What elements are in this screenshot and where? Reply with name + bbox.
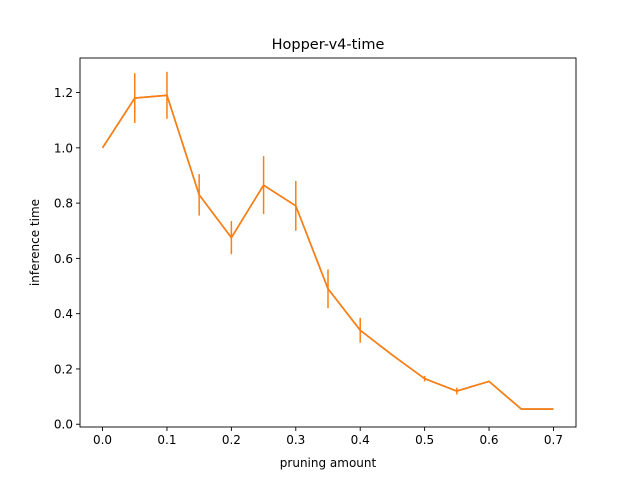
x-tick-label: 0.5 bbox=[415, 433, 434, 447]
x-tick-label: 0.4 bbox=[351, 433, 370, 447]
y-tick-label: 0.4 bbox=[54, 307, 73, 321]
axes-frame bbox=[79, 57, 577, 428]
y-tick-label: 1.2 bbox=[54, 86, 73, 100]
chart-title: Hopper-v4-time bbox=[272, 37, 385, 53]
y-tick-label: 1.0 bbox=[54, 141, 73, 155]
x-axis: 0.0 0.1 0.2 0.3 0.4 0.5 0.6 0.7 bbox=[93, 427, 563, 447]
x-tick-label: 0.7 bbox=[544, 433, 563, 447]
y-tick-label: 0.8 bbox=[54, 197, 73, 211]
y-axis-label: inference time bbox=[28, 199, 42, 286]
plot-area bbox=[101, 71, 554, 410]
x-tick-label: 0.2 bbox=[222, 433, 241, 447]
y-axis: 0.0 0.2 0.4 0.6 0.8 1.0 1.2 bbox=[54, 86, 80, 432]
x-tick-label: 0.0 bbox=[93, 433, 112, 447]
x-tick-label: 0.1 bbox=[157, 433, 176, 447]
x-tick-label: 0.6 bbox=[479, 433, 498, 447]
y-tick-label: 0.0 bbox=[54, 418, 73, 432]
x-axis-label: pruning amount bbox=[280, 456, 377, 470]
y-tick-label: 0.2 bbox=[54, 362, 73, 376]
x-tick-label: 0.3 bbox=[286, 433, 305, 447]
y-tick-label: 0.6 bbox=[54, 252, 73, 266]
